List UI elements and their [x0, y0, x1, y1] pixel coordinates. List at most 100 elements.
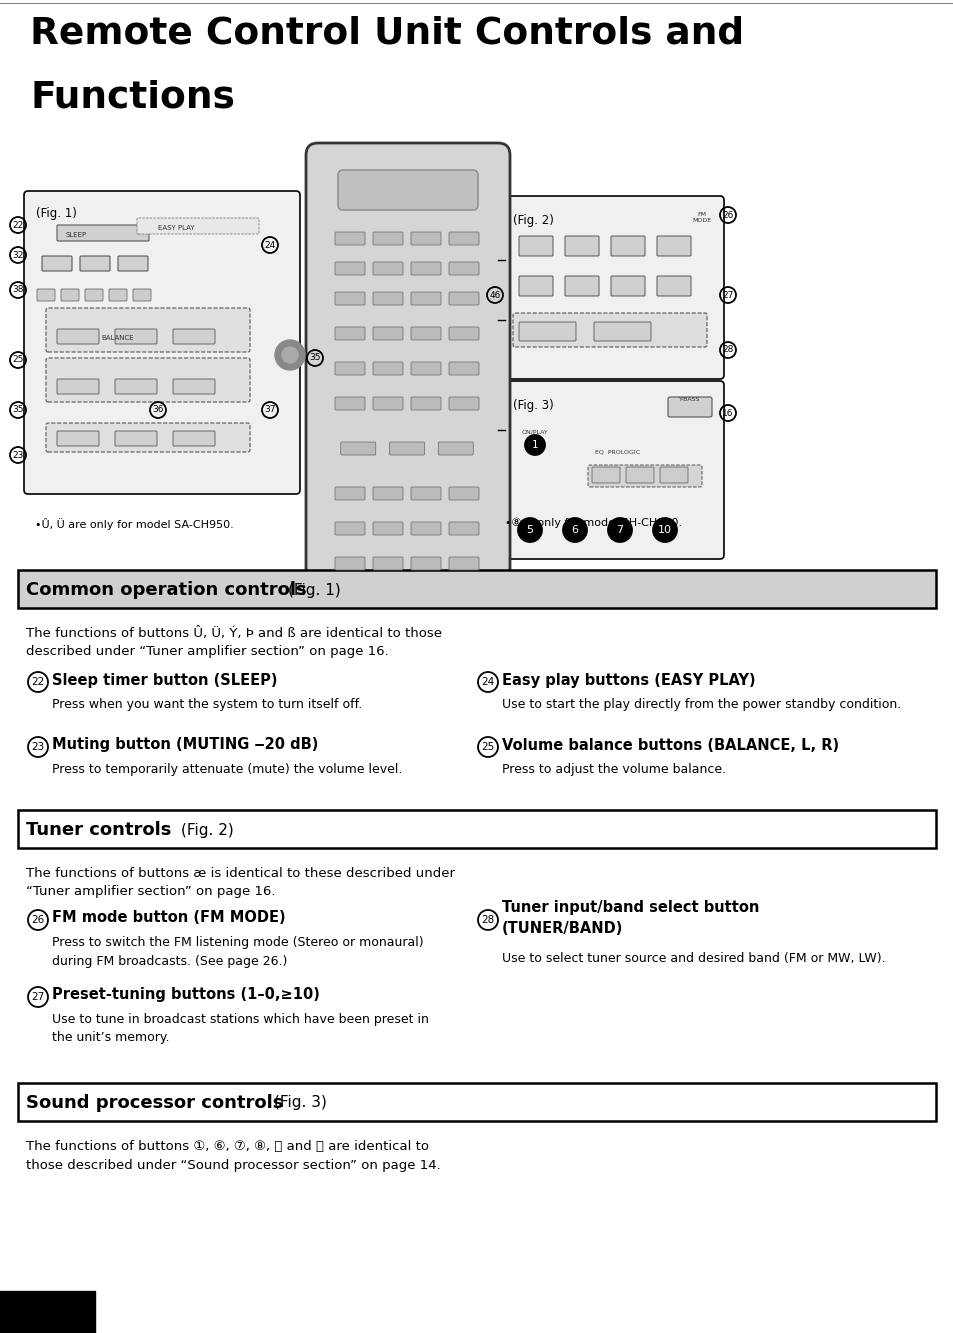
- Text: EQ  PROLOGIC: EQ PROLOGIC: [595, 451, 639, 455]
- FancyBboxPatch shape: [373, 487, 402, 500]
- FancyBboxPatch shape: [449, 232, 478, 245]
- Text: Sleep timer button (SLEEP): Sleep timer button (SLEEP): [52, 673, 277, 688]
- FancyBboxPatch shape: [657, 236, 690, 256]
- Text: 25: 25: [481, 742, 494, 752]
- FancyBboxPatch shape: [411, 263, 440, 275]
- Bar: [0, 1290, 95, 1333]
- Text: 26: 26: [31, 914, 45, 925]
- Text: Press to temporarily attenuate (mute) the volume level.: Press to temporarily attenuate (mute) th…: [52, 762, 402, 776]
- FancyBboxPatch shape: [437, 443, 473, 455]
- FancyBboxPatch shape: [109, 289, 127, 301]
- FancyBboxPatch shape: [335, 292, 365, 305]
- Text: Use to start the play directly from the power standby condition.: Use to start the play directly from the …: [501, 698, 901, 710]
- Text: 26: 26: [721, 211, 733, 220]
- Text: Tuner controls: Tuner controls: [26, 821, 177, 838]
- FancyBboxPatch shape: [411, 487, 440, 500]
- FancyBboxPatch shape: [411, 523, 440, 535]
- Bar: [18, 1082, 935, 1121]
- FancyBboxPatch shape: [373, 263, 402, 275]
- FancyBboxPatch shape: [335, 232, 365, 245]
- FancyBboxPatch shape: [118, 256, 148, 271]
- FancyBboxPatch shape: [80, 256, 110, 271]
- Text: 24: 24: [481, 677, 494, 686]
- Text: Use to tune in broadcast stations which have been preset in
the unit’s memory.: Use to tune in broadcast stations which …: [52, 1013, 429, 1045]
- FancyBboxPatch shape: [564, 276, 598, 296]
- Text: 25: 25: [12, 356, 24, 364]
- FancyBboxPatch shape: [137, 219, 258, 235]
- FancyBboxPatch shape: [449, 487, 478, 500]
- FancyBboxPatch shape: [373, 557, 402, 571]
- FancyBboxPatch shape: [449, 557, 478, 571]
- FancyBboxPatch shape: [340, 443, 375, 455]
- FancyBboxPatch shape: [659, 467, 687, 483]
- FancyBboxPatch shape: [373, 292, 402, 305]
- FancyBboxPatch shape: [500, 196, 723, 379]
- Circle shape: [524, 435, 544, 455]
- Text: Functions: Functions: [30, 79, 234, 115]
- Text: Remote Control Unit Controls and: Remote Control Unit Controls and: [30, 16, 743, 52]
- Text: Sound processor controls: Sound processor controls: [26, 1094, 290, 1112]
- Text: ON/PLAY: ON/PLAY: [521, 431, 548, 435]
- Text: (Fig. 3): (Fig. 3): [513, 399, 553, 412]
- FancyBboxPatch shape: [115, 379, 157, 395]
- FancyBboxPatch shape: [42, 256, 71, 271]
- Text: (Fig. 1): (Fig. 1): [288, 583, 340, 597]
- Text: Press when you want the system to turn itself off.: Press when you want the system to turn i…: [52, 698, 362, 710]
- Text: (Fig. 2): (Fig. 2): [181, 822, 233, 837]
- FancyBboxPatch shape: [335, 263, 365, 275]
- Text: 23: 23: [12, 451, 24, 460]
- Text: Press to switch the FM listening mode (Stereo or monaural)
during FM broadcasts.: Press to switch the FM listening mode (S…: [52, 936, 423, 968]
- Text: 23: 23: [31, 742, 45, 752]
- FancyBboxPatch shape: [373, 327, 402, 340]
- FancyBboxPatch shape: [57, 225, 149, 241]
- Text: 27: 27: [31, 992, 45, 1002]
- FancyBboxPatch shape: [335, 363, 365, 375]
- FancyBboxPatch shape: [625, 467, 654, 483]
- Text: FM
MODE: FM MODE: [692, 212, 711, 223]
- FancyBboxPatch shape: [610, 276, 644, 296]
- Text: The functions of buttons ①, ⑥, ⑦, ⑧, ⑪ and ⑫ are identical to
those described un: The functions of buttons ①, ⑥, ⑦, ⑧, ⑪ a…: [26, 1140, 440, 1172]
- FancyBboxPatch shape: [411, 397, 440, 411]
- Circle shape: [562, 519, 586, 543]
- Text: 16: 16: [721, 408, 733, 417]
- FancyBboxPatch shape: [37, 289, 55, 301]
- FancyBboxPatch shape: [389, 443, 424, 455]
- Text: Tuner input/band select button
(TUNER/BAND): Tuner input/band select button (TUNER/BA…: [501, 900, 759, 936]
- Text: Common operation controls: Common operation controls: [26, 581, 313, 599]
- FancyBboxPatch shape: [373, 397, 402, 411]
- Text: 22: 22: [31, 677, 45, 686]
- FancyBboxPatch shape: [564, 236, 598, 256]
- Text: Use to select tuner source and desired band (FM or MW, LW).: Use to select tuner source and desired b…: [501, 952, 884, 965]
- FancyBboxPatch shape: [24, 191, 299, 495]
- Text: 28: 28: [481, 914, 494, 925]
- Text: 37: 37: [264, 405, 275, 415]
- FancyBboxPatch shape: [449, 263, 478, 275]
- FancyBboxPatch shape: [411, 327, 440, 340]
- FancyBboxPatch shape: [46, 308, 250, 352]
- FancyBboxPatch shape: [335, 557, 365, 571]
- Circle shape: [652, 519, 677, 543]
- FancyBboxPatch shape: [449, 292, 478, 305]
- Text: 32: 32: [12, 251, 24, 260]
- Text: EASY PLAY: EASY PLAY: [158, 225, 194, 231]
- FancyBboxPatch shape: [518, 323, 576, 341]
- Text: 24: 24: [264, 240, 275, 249]
- Circle shape: [282, 347, 297, 363]
- FancyBboxPatch shape: [57, 329, 99, 344]
- Text: 46: 46: [489, 291, 500, 300]
- FancyBboxPatch shape: [449, 363, 478, 375]
- FancyBboxPatch shape: [115, 431, 157, 447]
- FancyBboxPatch shape: [500, 381, 723, 559]
- FancyBboxPatch shape: [172, 431, 214, 447]
- Bar: [18, 571, 935, 608]
- Text: •Û, Ü are only for model SA-CH950.: •Û, Ü are only for model SA-CH950.: [35, 519, 233, 531]
- FancyBboxPatch shape: [132, 289, 151, 301]
- FancyBboxPatch shape: [411, 363, 440, 375]
- FancyBboxPatch shape: [411, 557, 440, 571]
- Text: 10: 10: [658, 525, 671, 535]
- Text: Easy play buttons (EASY PLAY): Easy play buttons (EASY PLAY): [501, 673, 755, 688]
- Text: 36: 36: [152, 405, 164, 415]
- FancyBboxPatch shape: [57, 431, 99, 447]
- Text: FM mode button (FM MODE): FM mode button (FM MODE): [52, 910, 285, 925]
- Text: (Fig. 3): (Fig. 3): [274, 1096, 327, 1110]
